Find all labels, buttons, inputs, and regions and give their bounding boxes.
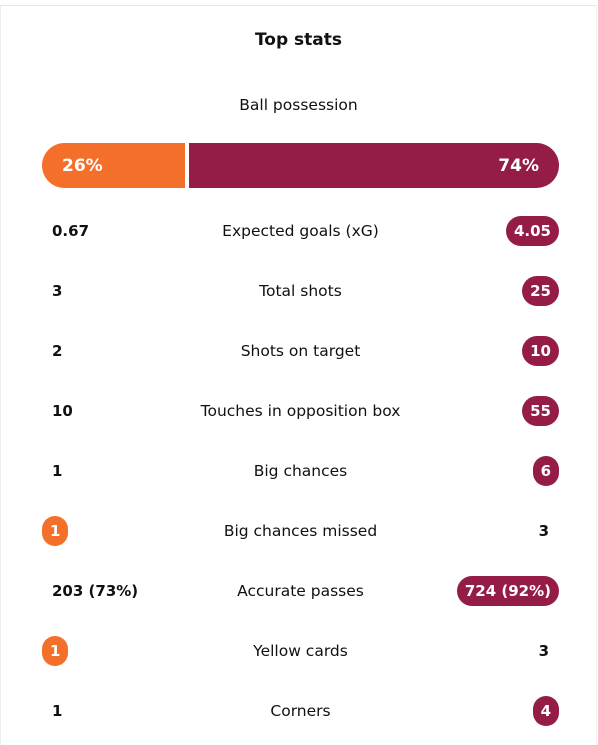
stat-label: Corners	[270, 702, 331, 720]
stat-label: Big chances	[253, 462, 348, 480]
away-value: 4	[532, 696, 559, 726]
away-possession-label: 74%	[498, 155, 539, 176]
home-value: 2	[52, 342, 63, 360]
home-value: 203 (73%)	[52, 582, 139, 600]
away-value: 3	[538, 522, 549, 540]
home-value: 10	[52, 402, 73, 420]
stat-row: Yellow cards 1 3	[42, 636, 559, 666]
stat-label: Expected goals (xG)	[222, 222, 379, 240]
stat-label: Yellow cards	[253, 642, 348, 660]
away-value: 4.05	[505, 216, 559, 246]
away-value: 3	[538, 642, 549, 660]
home-value: 1	[52, 702, 63, 720]
home-value: 3	[52, 282, 63, 300]
home-value: 0.67	[52, 222, 90, 240]
stat-row: Accurate passes 203 (73%) 724 (92%)	[42, 576, 559, 606]
home-value: 1	[42, 636, 69, 666]
away-value: 724 (92%)	[456, 576, 559, 606]
stat-row: Corners 1 4	[42, 696, 559, 726]
home-value: 1	[42, 516, 69, 546]
stat-label: Accurate passes	[237, 582, 364, 600]
stat-label: Total shots	[259, 282, 342, 300]
home-value: 1	[52, 462, 63, 480]
stat-label: Touches in opposition box	[200, 402, 401, 420]
stat-row: Shots on target 2 10	[42, 336, 559, 366]
stat-row: Expected goals (xG) 0.67 4.05	[42, 216, 559, 246]
away-value: 10	[522, 336, 559, 366]
away-possession: 74%	[188, 143, 559, 188]
stats-card: Top stats Ball possession 26% 74% Expect…	[0, 5, 597, 745]
card-title: Top stats	[254, 30, 343, 50]
stat-label: Big chances missed	[223, 522, 378, 540]
home-possession: 26%	[42, 143, 185, 188]
possession-label: Ball possession	[239, 96, 358, 114]
stat-row: Big chances 1 6	[42, 456, 559, 486]
possession-bar: 26% 74%	[42, 143, 559, 188]
away-value: 6	[532, 456, 559, 486]
away-value: 55	[522, 396, 559, 426]
away-value: 25	[522, 276, 559, 306]
stat-label: Shots on target	[240, 342, 361, 360]
stat-row: Total shots 3 25	[42, 276, 559, 306]
home-possession-label: 26%	[62, 155, 103, 176]
stat-row: Touches in opposition box 10 55	[42, 396, 559, 426]
stat-row: Big chances missed 1 3	[42, 516, 559, 546]
